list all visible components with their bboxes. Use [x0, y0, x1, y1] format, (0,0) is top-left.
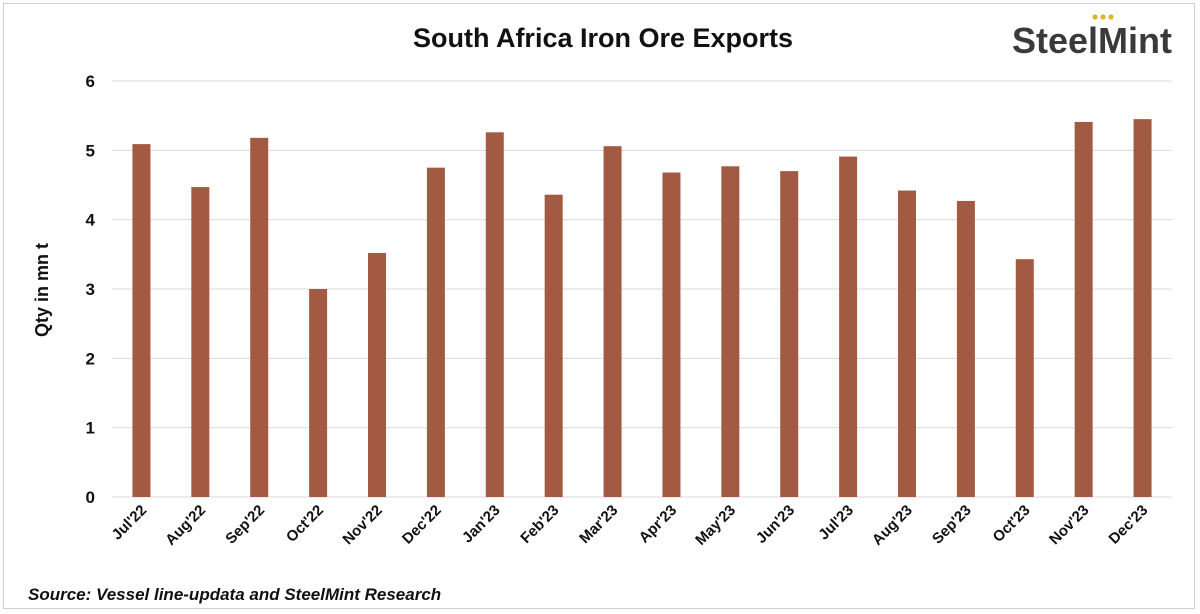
logo-dot — [1108, 14, 1114, 20]
bar — [309, 289, 328, 497]
x-axis-ticks: Jul'22 Aug'22 Sep'22 Oct'22 Nov'22 Dec'22 Jan'… — [109, 502, 1152, 549]
y-tick-label: 0 — [86, 488, 95, 507]
x-tick-label: Feb'23 — [517, 502, 562, 547]
chart-frame — [3, 3, 1195, 609]
bar — [426, 167, 445, 497]
gridlines — [112, 80, 1172, 498]
x-tick-label: Dec'23 — [1106, 502, 1152, 548]
bar — [544, 194, 563, 497]
x-tick-label: Sep'22 — [222, 502, 268, 548]
bar — [780, 171, 799, 497]
x-tick-label: Jun'23 — [753, 502, 798, 547]
x-tick-label: Jul'22 — [109, 502, 151, 544]
bar — [368, 252, 386, 497]
x-tick-label: Apr'23 — [636, 502, 681, 547]
x-tick-label: Oct'23 — [990, 502, 1034, 546]
steelmint-logo: SteelMint — [1012, 14, 1172, 61]
x-tick-label: Aug'23 — [869, 502, 916, 549]
y-tick-label: 3 — [86, 280, 95, 299]
y-tick-label: 5 — [86, 141, 95, 160]
x-tick-label: Sep'23 — [929, 502, 975, 548]
x-tick-label: Nov'23 — [1046, 502, 1092, 548]
bar — [662, 172, 681, 497]
chart-title: South Africa Iron Ore Exports — [413, 23, 793, 53]
bar — [250, 137, 269, 497]
bar — [1133, 119, 1152, 497]
y-axis-label: Qty in mn t — [32, 243, 52, 337]
x-tick-label: Jan'23 — [459, 502, 504, 547]
bars — [132, 119, 1152, 498]
y-tick-label: 1 — [86, 419, 95, 438]
x-tick-label: Jul'23 — [815, 502, 857, 544]
bar — [191, 187, 210, 497]
bar — [1015, 259, 1034, 497]
logo-text: SteelMint — [1012, 20, 1172, 61]
y-tick-label: 4 — [86, 211, 96, 230]
y-tick-label: 6 — [86, 72, 95, 91]
bar — [603, 146, 622, 497]
x-tick-label: Mar'23 — [576, 502, 621, 547]
y-axis-ticks: 0 1 2 3 4 5 6 — [86, 72, 96, 507]
bar — [721, 166, 740, 497]
source-note: Source: Vessel line-updata and SteelMint… — [28, 585, 441, 604]
x-tick-label: Aug'22 — [162, 502, 209, 549]
bar — [485, 132, 504, 497]
bar — [956, 200, 975, 498]
bar — [1074, 121, 1093, 497]
logo-dot — [1100, 14, 1106, 20]
x-tick-label: Dec'22 — [399, 502, 445, 548]
x-tick-label: May'23 — [692, 502, 739, 549]
x-tick-label: Nov'22 — [339, 502, 385, 548]
y-tick-label: 2 — [86, 349, 95, 368]
logo-dot — [1092, 14, 1098, 20]
x-tick-label: Oct'22 — [283, 502, 327, 546]
bar — [132, 144, 151, 498]
bar — [839, 156, 858, 497]
bar — [898, 190, 916, 497]
